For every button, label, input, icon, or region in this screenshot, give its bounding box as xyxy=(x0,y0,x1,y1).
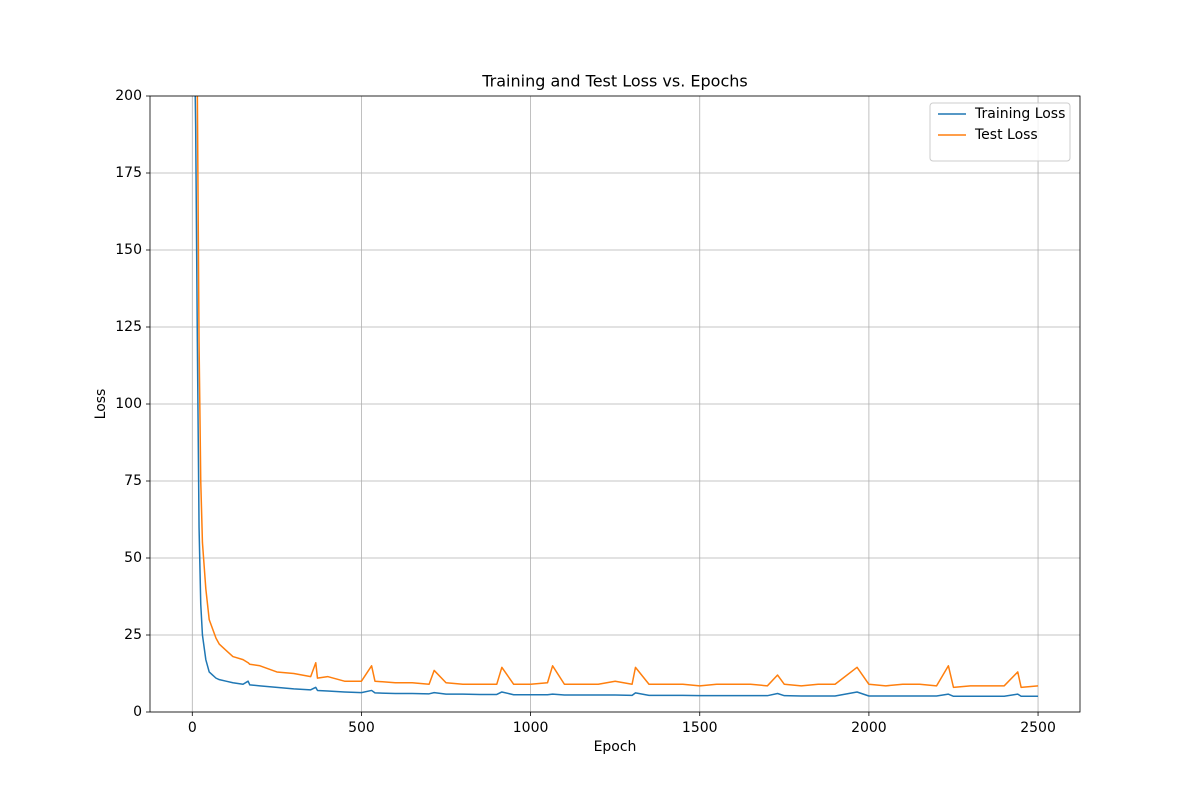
y-axis-label: Loss xyxy=(93,389,109,420)
x-tick-label: 1500 xyxy=(682,720,718,736)
y-tick-label: 150 xyxy=(115,242,142,258)
x-tick-label: 500 xyxy=(348,720,375,736)
y-tick-label: 50 xyxy=(124,550,142,566)
y-tick-label: 25 xyxy=(124,627,142,643)
x-tick-label: 2500 xyxy=(1020,720,1056,736)
line-series xyxy=(194,96,1039,698)
y-tick-label: 125 xyxy=(115,319,142,335)
x-tick-label: 1000 xyxy=(513,720,549,736)
x-tick-label: 0 xyxy=(188,720,197,736)
chart-title: Training and Test Loss vs. Epochs xyxy=(481,72,747,91)
y-tick-label: 100 xyxy=(115,396,142,412)
y-tick-label: 175 xyxy=(115,165,142,181)
y-tick-label: 200 xyxy=(115,88,142,104)
legend-label: Training Loss xyxy=(974,106,1065,122)
line-series xyxy=(196,96,1039,689)
x-axis-label: Epoch xyxy=(594,739,637,755)
legend-label: Test Loss xyxy=(974,127,1038,143)
x-tick-label: 2000 xyxy=(851,720,887,736)
y-tick-label: 0 xyxy=(133,704,142,720)
legend-box xyxy=(929,102,1071,162)
y-tick-label: 75 xyxy=(124,473,142,489)
